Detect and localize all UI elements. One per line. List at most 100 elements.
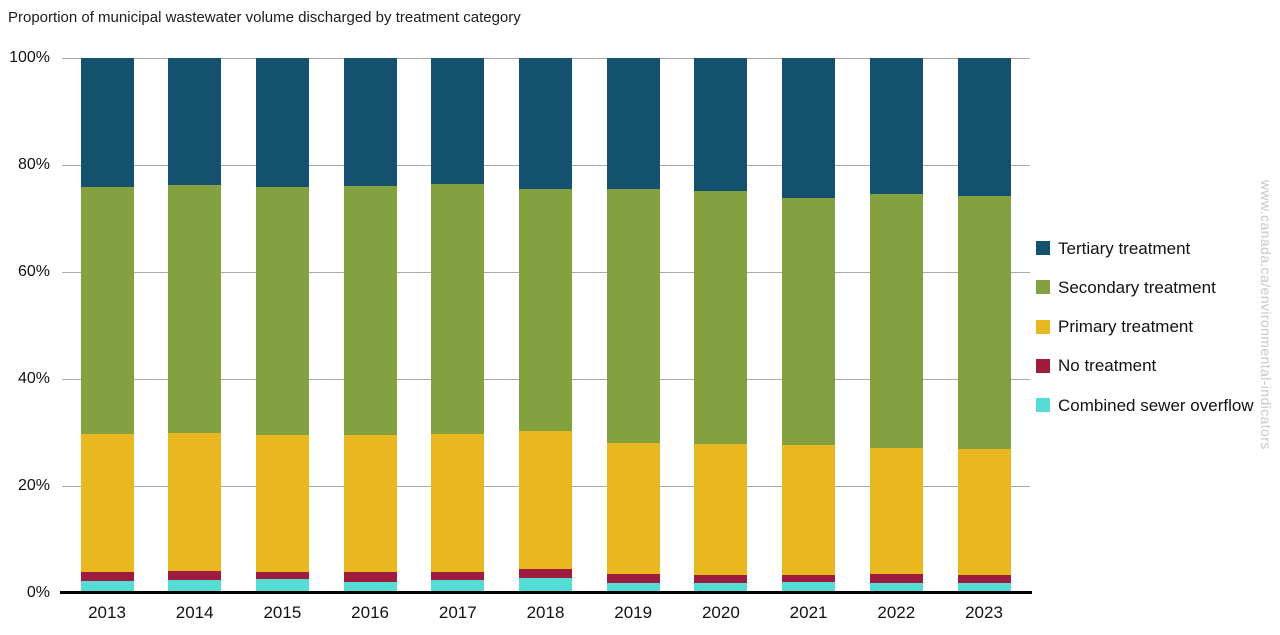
bar-segment-combined-sewer-overflow — [519, 577, 572, 593]
bar-segment-no-treatment — [80, 572, 134, 582]
legend-label-primary-treatment: Primary treatment — [1058, 317, 1194, 337]
bar-segment-no-treatment — [606, 573, 660, 583]
watermark-text: www.canada.ca/environmental-indicators — [1258, 180, 1274, 450]
legend-item-no-treatment: No treatment — [1036, 356, 1157, 376]
bar-segment-combined-sewer-overflow — [957, 582, 1011, 593]
bar-segment-tertiary-treatment — [80, 58, 134, 187]
legend-item-secondary-treatment: Secondary treatment — [1036, 277, 1216, 297]
x-axis-line — [60, 591, 1032, 594]
bar-segment-tertiary-treatment — [255, 58, 309, 187]
bar-segment-primary-treatment — [431, 434, 485, 572]
bar-segment-no-treatment — [694, 574, 748, 584]
bar-segment-no-treatment — [519, 568, 572, 578]
bar-segment-tertiary-treatment — [606, 58, 660, 190]
bar-segment-secondary-treatment — [606, 189, 660, 443]
bar-segment-tertiary-treatment — [343, 58, 397, 186]
bar-segment-tertiary-treatment — [168, 58, 222, 185]
x-axis-label-2021: 2021 — [789, 603, 828, 622]
bar-segment-primary-treatment — [782, 445, 836, 575]
bar-segment-combined-sewer-overflow — [782, 582, 836, 593]
bar-2021 — [782, 58, 836, 593]
bar-segment-primary-treatment — [957, 449, 1011, 575]
bar-segment-no-treatment — [869, 573, 923, 583]
legend: Tertiary treatment Secondary treatment Pri… — [1036, 0, 1276, 635]
bar-segment-secondary-treatment — [431, 184, 485, 435]
bar-2018 — [519, 58, 572, 593]
bar-segment-combined-sewer-overflow — [168, 580, 222, 593]
bar-segment-combined-sewer-overflow — [431, 579, 485, 593]
x-axis-label-2015: 2015 — [263, 603, 302, 622]
y-axis-tick-label: 0% — [26, 584, 50, 601]
y-axis-tick-label: 20% — [17, 477, 50, 494]
bar-2016 — [343, 58, 397, 593]
bar-segment-combined-sewer-overflow — [869, 582, 923, 593]
bar-segment-no-treatment — [255, 571, 309, 580]
legend-swatch-primary-treatment — [1036, 319, 1050, 334]
x-axis-label-2020: 2020 — [701, 603, 740, 622]
x-axis-label-2022: 2022 — [877, 603, 916, 622]
bar-segment-secondary-treatment — [519, 188, 572, 432]
legend-item-tertiary-treatment: Tertiary treatment — [1036, 238, 1191, 258]
bar-segment-combined-sewer-overflow — [694, 583, 748, 593]
bar-segment-combined-sewer-overflow — [255, 579, 309, 593]
x-axis-label-2023: 2023 — [965, 603, 1003, 622]
bar-segment-primary-treatment — [519, 431, 572, 569]
legend-label-secondary-treatment: Secondary treatment — [1058, 277, 1216, 297]
x-axis-label-2016: 2016 — [351, 603, 389, 622]
x-axis-label-2014: 2014 — [175, 603, 214, 622]
chart-title: Proportion of municipal wastewater volum… — [8, 9, 521, 26]
legend-swatch-tertiary-treatment — [1036, 241, 1050, 255]
bar-2013 — [80, 58, 134, 593]
legend-swatch-no-treatment — [1036, 358, 1050, 373]
bar-segment-secondary-treatment — [80, 186, 134, 434]
bar-segment-secondary-treatment — [343, 185, 397, 435]
bar-segment-primary-treatment — [255, 434, 309, 572]
bar-segment-secondary-treatment — [782, 197, 836, 446]
legend-label-combined-sewer-overflow: Combined sewer overflow — [1058, 395, 1254, 415]
bar-segment-secondary-treatment — [168, 184, 222, 434]
bar-segment-primary-treatment — [606, 442, 660, 574]
bar-segment-combined-sewer-overflow — [80, 581, 134, 593]
x-axis-label-2017: 2017 — [438, 603, 477, 622]
legend-label-no-treatment: No treatment — [1058, 356, 1157, 376]
bar-segment-no-treatment — [168, 570, 222, 581]
x-axis-label-2013: 2013 — [88, 603, 126, 622]
legend-item-combined-sewer-overflow: Combined sewer overflow — [1036, 395, 1254, 415]
bar-segment-primary-treatment — [869, 448, 923, 574]
bar-segment-secondary-treatment — [869, 194, 923, 449]
bar-segment-tertiary-treatment — [869, 58, 923, 195]
bar-2014 — [168, 58, 222, 593]
y-axis-tick-label: 100% — [9, 49, 50, 66]
x-axis-label-2018: 2018 — [526, 603, 565, 622]
bar-segment-primary-treatment — [80, 433, 134, 573]
bar-segment-secondary-treatment — [255, 186, 309, 435]
bar-segment-primary-treatment — [343, 434, 397, 573]
bar-segment-tertiary-treatment — [431, 58, 485, 185]
bar-segment-no-treatment — [431, 571, 485, 580]
bar-2019 — [606, 58, 660, 593]
bar-2017 — [431, 58, 485, 593]
legend-label-tertiary-treatment: Tertiary treatment — [1058, 238, 1191, 258]
bar-segment-no-treatment — [957, 574, 1011, 583]
bar-2023 — [957, 58, 1011, 593]
bar-segment-primary-treatment — [694, 443, 748, 575]
y-axis-tick-label: 80% — [17, 156, 50, 173]
bar-2015 — [255, 58, 309, 593]
bar-segment-secondary-treatment — [694, 191, 748, 444]
legend-swatch-combined-sewer-overflow — [1036, 398, 1050, 413]
bar-segment-no-treatment — [782, 574, 836, 583]
y-axis-tick-label: 60% — [17, 263, 50, 280]
bar-segment-tertiary-treatment — [782, 58, 836, 198]
bar-segment-tertiary-treatment — [694, 58, 748, 192]
legend-swatch-secondary-treatment — [1036, 280, 1050, 295]
bar-segment-tertiary-treatment — [519, 58, 572, 189]
legend-item-primary-treatment: Primary treatment — [1036, 317, 1194, 337]
bar-segment-no-treatment — [343, 572, 397, 583]
bar-segment-combined-sewer-overflow — [343, 582, 397, 593]
bar-segment-tertiary-treatment — [957, 58, 1011, 196]
bar-segment-primary-treatment — [168, 433, 222, 571]
bar-2022 — [869, 58, 923, 593]
bar-segment-secondary-treatment — [957, 195, 1011, 450]
bar-2020 — [694, 58, 748, 593]
